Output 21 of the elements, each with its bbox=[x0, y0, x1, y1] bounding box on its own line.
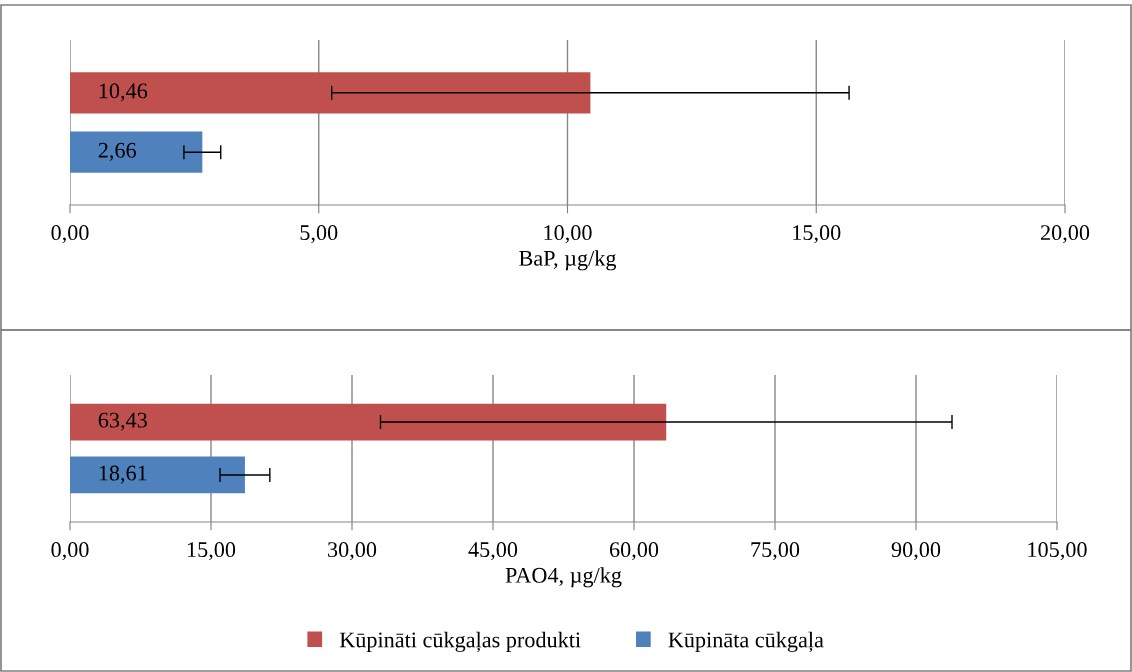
x-tick-label: 0,00 bbox=[51, 225, 89, 244]
data-label: 10,46 bbox=[99, 83, 148, 102]
x-tick-label: 90,00 bbox=[891, 542, 941, 561]
x-tick-label: 20,00 bbox=[1040, 225, 1090, 244]
x-tick-label: 30,00 bbox=[328, 542, 377, 561]
x-tick-label: 15,00 bbox=[793, 225, 841, 244]
x-tick-label: 45,00 bbox=[468, 542, 518, 561]
data-label: 63,43 bbox=[98, 412, 147, 431]
data-label: 18,61 bbox=[99, 465, 147, 484]
x-tick-label: 60,00 bbox=[609, 542, 659, 561]
x-axis-title: PAO4, µg/kg bbox=[505, 567, 622, 588]
x-tick-label: 5,00 bbox=[300, 225, 338, 244]
x-axis-title: BaP, µg/kg bbox=[519, 250, 617, 271]
legend-label: Kūpināti cūkgaļas produkti bbox=[339, 631, 581, 652]
x-tick-label: 105,00 bbox=[1028, 542, 1087, 561]
x-tick-label: 0,00 bbox=[51, 542, 89, 561]
x-tick-label: 75,00 bbox=[751, 542, 800, 561]
legend-label: Kūpināta cūkgaļa bbox=[668, 631, 824, 652]
x-tick-label: 15,00 bbox=[187, 542, 236, 561]
data-label: 2,66 bbox=[98, 142, 136, 161]
x-tick-label: 10,00 bbox=[544, 225, 592, 244]
